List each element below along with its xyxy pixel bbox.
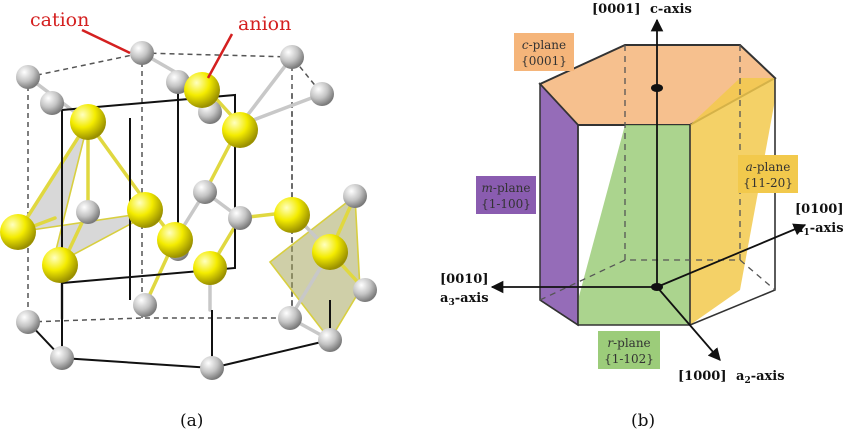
a1-subscript: 1 [803, 228, 809, 238]
panel-b-crystal-planes: [0001] c-axis [0100] a1-axis [0010] a3-a… [440, 2, 844, 431]
a2-axis-line [656, 286, 721, 361]
cation-label: cation [30, 9, 89, 31]
c-axis-name: c-axis [650, 2, 692, 17]
prism-hidden-edges [539, 45, 776, 301]
tetrahedron-grey [16, 121, 154, 268]
a-plane-label: a-plane {11-20} [738, 155, 798, 193]
svg-text:c-plane: c-plane [522, 38, 566, 52]
r-plane-surface [578, 125, 690, 325]
c-plane-label: c-plane {0001} [514, 33, 574, 71]
cation-atoms [16, 41, 377, 380]
a1-axis-line [656, 223, 807, 288]
cation-pointer-line [81, 28, 131, 55]
svg-text:m-plane: m-plane [482, 181, 531, 195]
svg-text:r-plane: r-plane [607, 336, 650, 350]
svg-text:a-plane: a-plane [746, 160, 791, 174]
c-plane-miller: {0001} [521, 54, 567, 68]
a2-subscript: 2 [744, 376, 750, 386]
a-plane-miller: {11-20} [743, 176, 793, 190]
m-plane-miller: {1-100} [481, 197, 531, 211]
m-plane-surface [539, 82, 579, 327]
a3-axis-name: a3-axis [440, 291, 489, 308]
a1-axis-index: [0100] [795, 202, 843, 217]
axes [490, 18, 807, 361]
r-plane-label: r-plane {1-102} [598, 331, 660, 369]
a-plane-surface [690, 78, 775, 325]
c-axis-label: [0001] c-axis [592, 2, 692, 17]
a2-axis-label: [1000] a2-axis [678, 369, 785, 386]
caption-a: (a) [180, 411, 203, 431]
a1-axis-name: a1-axis [795, 221, 844, 238]
a3-subscript: 3 [448, 298, 454, 308]
caption-b: (b) [631, 411, 655, 431]
c-axis-index: [0001] [592, 2, 640, 17]
anion-label: anion [238, 13, 291, 35]
panel-a-wurtzite-structure: cation anion (a) [0, 9, 377, 431]
a3-axis-index: [0010] [440, 272, 488, 287]
m-plane-label: m-plane {1-100} [476, 176, 536, 214]
anion-pointer-line [206, 33, 234, 79]
origin-dot [651, 283, 663, 291]
anion-atoms [0, 72, 348, 285]
c-axis-center-dot [651, 84, 663, 92]
r-plane-miller: {1-102} [604, 352, 654, 366]
